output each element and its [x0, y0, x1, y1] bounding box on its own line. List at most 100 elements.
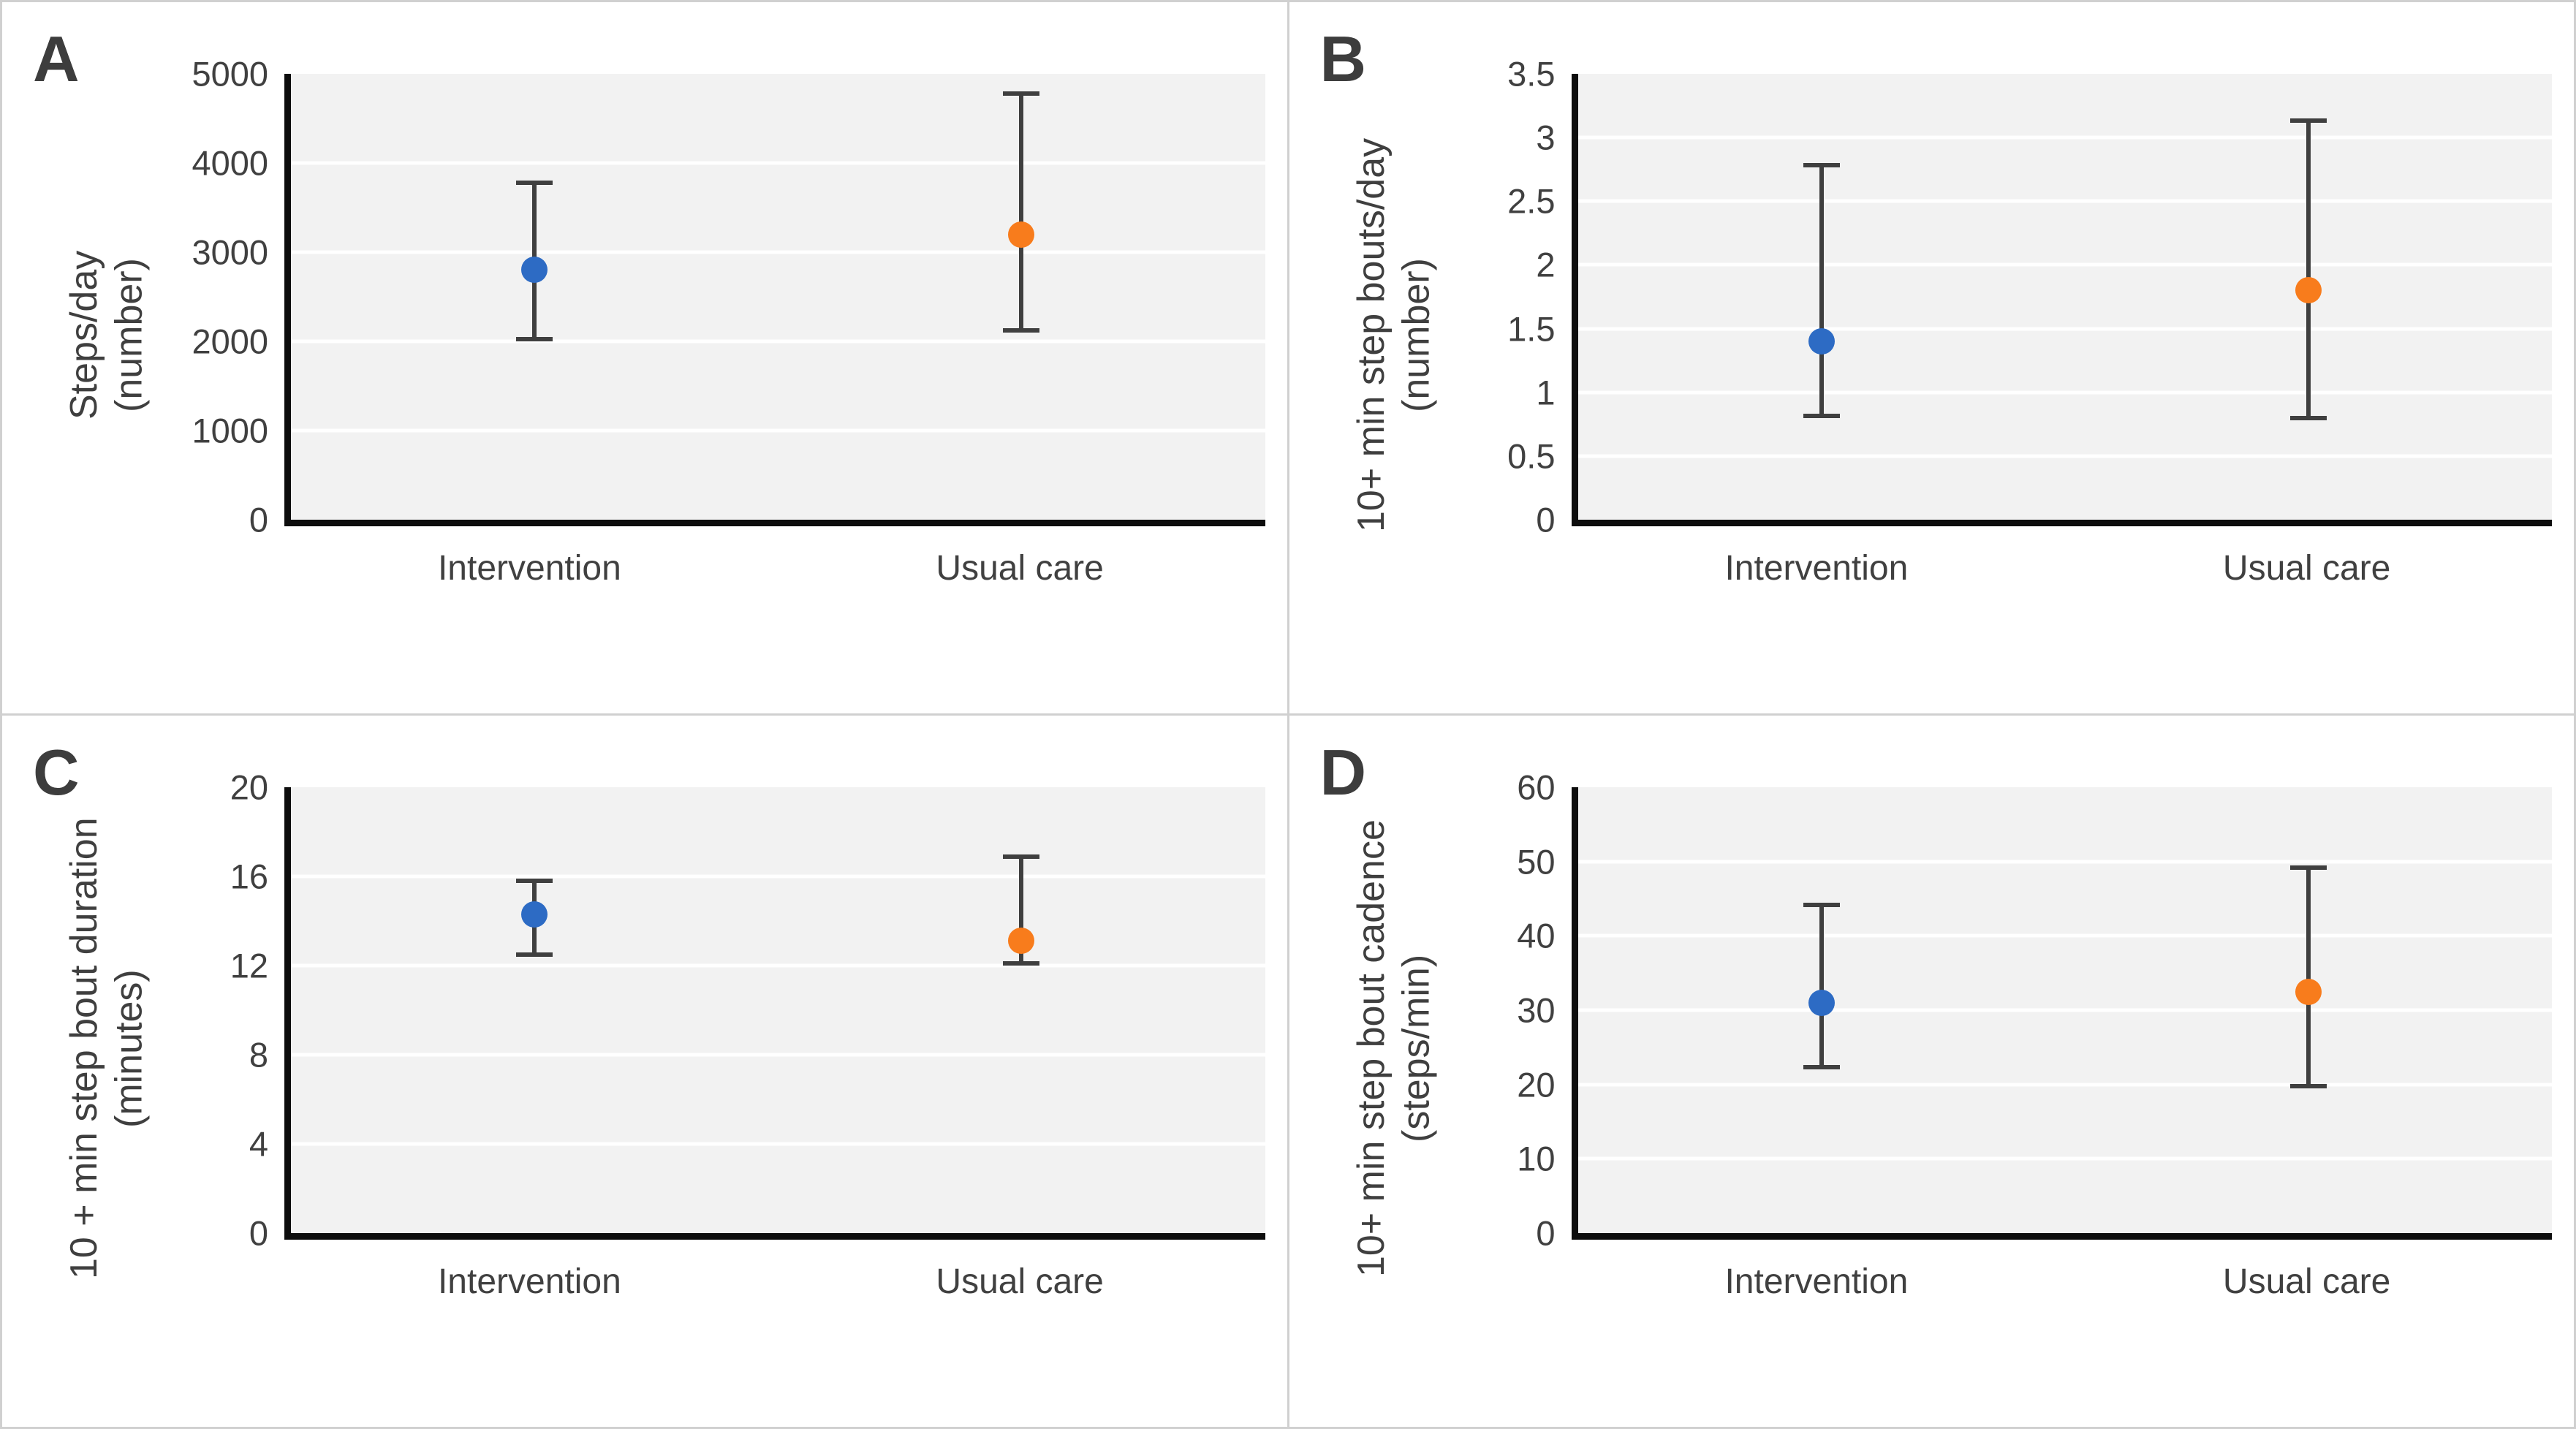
x-category-label: Intervention	[437, 549, 621, 588]
y-tick-label: 3000	[192, 232, 268, 272]
plot-area	[1571, 787, 2552, 1240]
y-tick-label: 1	[1536, 373, 1556, 412]
y-tick-label: 4000	[192, 143, 268, 183]
plot-wrap: Intervention Usual care	[284, 787, 1265, 1310]
error-bar	[1019, 91, 1024, 333]
gridline	[1577, 860, 2552, 864]
plot-wrap: Intervention Usual care	[1571, 74, 2553, 596]
data-point	[521, 257, 548, 284]
x-axis-labels: Intervention Usual care	[284, 1240, 1265, 1310]
gridline	[1577, 1083, 2552, 1087]
panel-d: D 10+ min step bout cadence (steps/min) …	[1289, 716, 2574, 1427]
data-point	[521, 901, 548, 928]
panel-c: C 10 + min step bout duration (minutes) …	[2, 716, 1287, 1427]
y-tick-label: 16	[230, 857, 268, 896]
data-point	[1008, 928, 1035, 955]
y-tick-label: 0	[249, 500, 268, 539]
panel-c-chart: 10 + min step bout duration (minutes) 0 4…	[29, 768, 1265, 1310]
y-axis-title-line2: (minutes)	[107, 969, 151, 1128]
plot-area	[284, 787, 1265, 1240]
gridline	[1577, 1008, 2552, 1012]
gridline	[291, 963, 1265, 968]
y-tick-label: 30	[1517, 990, 1556, 1030]
gridline	[291, 1053, 1265, 1057]
plot-wrap: Intervention Usual care	[1571, 787, 2553, 1310]
panel-a: A Steps/day (number) 0 1000 2000 3000 4000 50…	[2, 2, 1287, 713]
y-tick-label: 8	[249, 1035, 268, 1074]
y-tick-label: 20	[1517, 1065, 1556, 1104]
y-tick-label: 4	[249, 1124, 268, 1164]
y-axis-title: Steps/day (number)	[29, 74, 186, 596]
y-tick-label: 0	[1536, 500, 1556, 539]
y-tick-label: 1000	[192, 411, 268, 450]
gridline	[291, 428, 1265, 433]
error-bar	[1819, 163, 1824, 418]
gridline	[291, 1142, 1265, 1146]
data-point	[2295, 978, 2322, 1005]
data-point	[1808, 328, 1835, 355]
gridline	[1577, 1156, 2552, 1161]
y-tick-label: 2	[1536, 245, 1556, 284]
y-tick-label: 60	[1517, 767, 1556, 807]
y-axis-title-line1: 10 + min step bout duration	[63, 817, 106, 1280]
plot-area	[284, 74, 1265, 526]
gridline	[291, 161, 1265, 165]
x-axis-labels: Intervention Usual care	[284, 526, 1265, 596]
error-bar	[1019, 854, 1024, 966]
y-tick-label: 50	[1517, 842, 1556, 882]
x-category-label: Intervention	[437, 1262, 621, 1301]
data-point	[1808, 989, 1835, 1016]
gridline	[1577, 390, 2552, 395]
y-axis-title: 10 + min step bout duration (minutes)	[29, 787, 186, 1310]
x-axis-labels: Intervention Usual care	[1572, 526, 2553, 596]
y-tick-label: 0	[1536, 1213, 1556, 1253]
y-tick-label: 20	[230, 767, 268, 807]
panel-a-chart: Steps/day (number) 0 1000 2000 3000 4000 5000…	[29, 55, 1265, 596]
gridline	[291, 874, 1265, 879]
y-axis-ticks: 0 0.5 1 1.5 2 2.5 3 3.5	[1473, 55, 1572, 539]
y-axis-title-line2: (steps/min)	[1395, 954, 1437, 1143]
gridline	[1577, 199, 2552, 203]
gridline	[1577, 135, 2552, 140]
y-axis-ticks: 0 4 8 12 16 20	[186, 768, 284, 1253]
gridline	[1577, 454, 2552, 458]
y-axis-title-line1: Steps/day	[63, 250, 106, 420]
data-point	[1008, 221, 1035, 248]
panel-letter-c: C	[33, 736, 80, 808]
plot-wrap: Intervention Usual care	[284, 74, 1265, 596]
y-axis-title: 10+ min step bout cadence (steps/min)	[1316, 787, 1473, 1310]
y-axis-title-line2: (number)	[107, 258, 151, 412]
y-tick-label: 2.5	[1507, 181, 1556, 221]
y-tick-label: 0.5	[1507, 436, 1556, 476]
x-category-label: Intervention	[1724, 549, 1909, 588]
y-tick-label: 10	[1517, 1139, 1556, 1178]
x-category-label: Usual care	[2222, 549, 2391, 588]
panel-d-chart: 10+ min step bout cadence (steps/min) 0 1…	[1316, 768, 2553, 1310]
gridline	[1577, 262, 2552, 267]
gridline	[291, 250, 1265, 254]
y-axis-ticks: 0 1000 2000 3000 4000 5000	[186, 55, 284, 539]
x-category-label: Intervention	[1724, 1262, 1909, 1301]
panel-letter-d: D	[1319, 736, 1367, 808]
y-tick-label: 5000	[192, 54, 268, 94]
gridline	[1577, 933, 2552, 938]
y-tick-label: 40	[1517, 916, 1556, 955]
error-bar	[1819, 902, 1824, 1070]
panel-b: B 10+ min step bouts/day (number) 0 0.5 1 1…	[1289, 2, 2574, 713]
y-axis-title-line2: (number)	[1395, 258, 1437, 412]
y-axis-title: 10+ min step bouts/day (number)	[1316, 74, 1473, 596]
gridline	[291, 339, 1265, 344]
y-tick-label: 2000	[192, 322, 268, 361]
x-axis-labels: Intervention Usual care	[1572, 1240, 2553, 1310]
x-category-label: Usual care	[2222, 1262, 2391, 1301]
y-tick-label: 0	[249, 1213, 268, 1253]
error-bar	[2306, 118, 2311, 421]
x-category-label: Usual care	[936, 1262, 1104, 1301]
gridline	[1577, 327, 2552, 331]
y-axis-title-line1: 10+ min step bouts/day	[1349, 137, 1393, 533]
data-point	[2295, 277, 2322, 304]
x-category-label: Usual care	[936, 549, 1104, 588]
y-axis-title-line1: 10+ min step bout cadence	[1349, 819, 1393, 1278]
y-tick-label: 12	[230, 946, 268, 985]
